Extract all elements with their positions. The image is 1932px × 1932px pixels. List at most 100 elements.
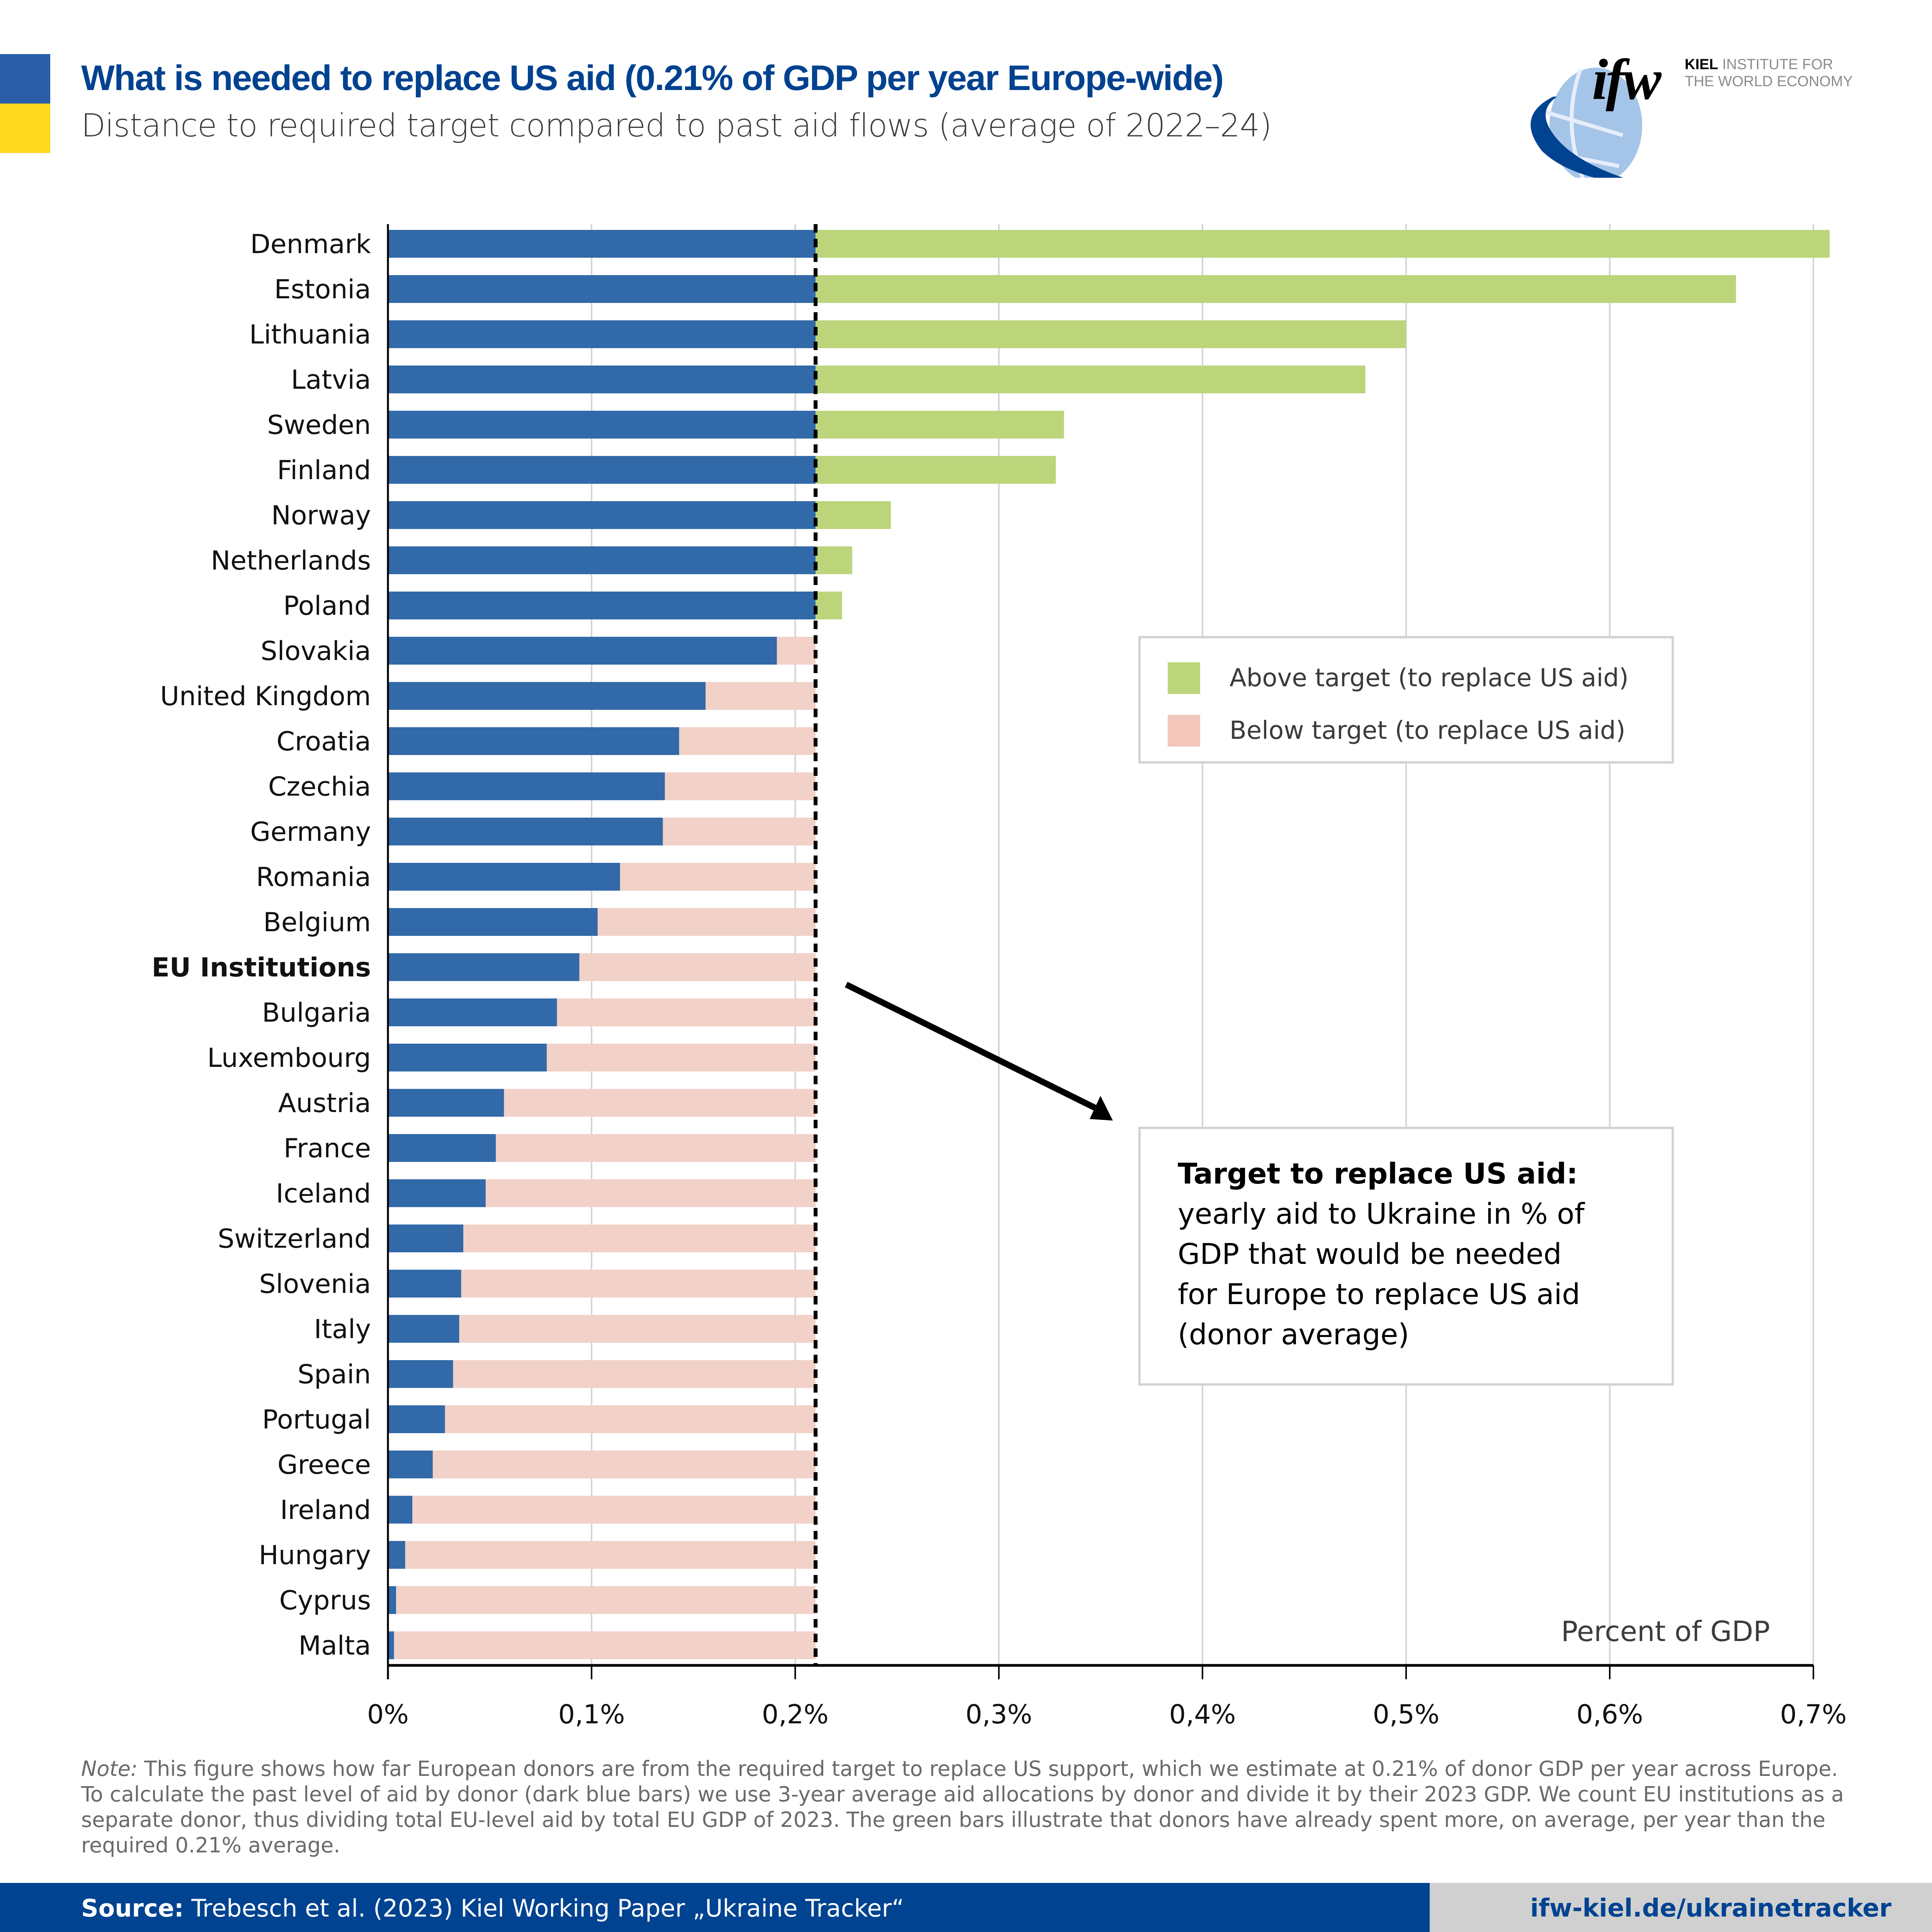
bar-below-target — [445, 1405, 816, 1433]
arrow-shaft — [845, 981, 1099, 1112]
bar-past-aid — [388, 682, 706, 710]
category-label: Malta — [298, 1631, 371, 1661]
bar-below-target — [396, 1586, 816, 1614]
footer-url-link[interactable]: ifw-kiel.de/ukrainetracker — [1530, 1894, 1892, 1923]
category-label: Cyprus — [279, 1585, 371, 1616]
figure-note: Note: This figure shows how far European… — [81, 1756, 1855, 1858]
bar-below-target — [394, 1631, 816, 1659]
bar-past-aid — [388, 1179, 486, 1207]
bar-below-target — [557, 998, 816, 1026]
footer-source: Source: Trebesch et al. (2023) Kiel Work… — [81, 1894, 904, 1922]
bar-past-aid — [388, 275, 816, 303]
category-label: Latvia — [291, 365, 371, 395]
category-label: EU Institutions — [151, 952, 371, 983]
note-prefix: Note: — [81, 1757, 138, 1781]
bar-past-aid — [388, 637, 777, 665]
bar-past-aid — [388, 592, 816, 619]
bar-past-aid — [388, 1496, 413, 1524]
bar-below-target — [579, 953, 816, 981]
legend-item-above: Above target (to replace US aid) — [1168, 662, 1629, 694]
bars — [388, 230, 1830, 1659]
x-tick-label: 0,2% — [762, 1699, 829, 1730]
bar-past-aid — [388, 1044, 547, 1071]
bar-past-aid — [388, 1451, 433, 1478]
category-label: Belgium — [263, 907, 371, 938]
ifw-globe-logo-icon — [1531, 68, 1642, 178]
x-tick-label: 0% — [367, 1699, 409, 1730]
bar-below-target — [777, 637, 816, 665]
legend-swatch-below — [1168, 715, 1200, 747]
bar-below-target — [461, 1270, 816, 1298]
source-label: Source: — [81, 1894, 184, 1922]
gridlines — [591, 224, 1814, 1665]
category-label: Switzerland — [218, 1224, 371, 1254]
annotation-title: Target to replace US aid: — [1178, 1157, 1578, 1190]
bar-above-target — [815, 456, 1056, 484]
institute-name-bold: KIEL — [1685, 56, 1718, 73]
bar-above-target — [815, 592, 842, 619]
bar-past-aid — [388, 727, 679, 755]
bar-past-aid — [388, 908, 598, 936]
bar-below-target — [679, 727, 816, 755]
category-label: Czechia — [268, 772, 371, 802]
bar-above-target — [815, 275, 1736, 303]
axis-unit-label: Percent of GDP — [1561, 1615, 1770, 1648]
bar-past-aid — [388, 1631, 394, 1659]
category-label: Netherlands — [211, 546, 371, 576]
category-label: Denmark — [250, 229, 371, 260]
bar-chart: Denmark Estonia Lithuania Latvia Sweden Finla… — [151, 224, 1847, 1730]
bar-past-aid — [388, 1089, 504, 1117]
flag-blue-stripe — [0, 54, 50, 104]
legend: Above target (to replace US aid) Below t… — [1138, 636, 1674, 764]
bar-below-target — [547, 1044, 816, 1071]
category-label: Romania — [256, 862, 371, 893]
bar-past-aid — [388, 546, 816, 574]
chart-title: What is needed to replace US aid (0.21% … — [81, 58, 1224, 98]
x-tick-label: 0,6% — [1577, 1699, 1643, 1730]
category-label: Estonia — [274, 274, 371, 305]
bar-below-target — [463, 1225, 816, 1252]
bar-past-aid — [388, 1270, 461, 1298]
footer-url-bar — [1430, 1883, 1932, 1932]
bar-past-aid — [388, 1405, 445, 1433]
bar-past-aid — [388, 1315, 459, 1343]
bar-below-target — [620, 863, 816, 891]
target-annotation: Target to replace US aid: yearly aid to … — [1138, 1127, 1674, 1386]
category-label: Bulgaria — [262, 998, 371, 1028]
bar-above-target — [815, 320, 1406, 348]
category-label: Hungary — [259, 1540, 371, 1571]
bar-past-aid — [388, 1225, 463, 1252]
bar-below-target — [459, 1315, 816, 1343]
x-tick-label: 0,1% — [558, 1699, 625, 1730]
bar-above-target — [815, 230, 1830, 258]
bar-below-target — [412, 1496, 816, 1524]
bar-below-target — [453, 1360, 816, 1388]
ifw-logo-mark: ifw — [1592, 48, 1662, 112]
bar-past-aid — [388, 772, 665, 800]
category-labels: Denmark Estonia Lithuania Latvia Sweden Finla… — [151, 229, 371, 1661]
arrow-head-icon — [1090, 1096, 1113, 1121]
x-tick-label: 0,4% — [1169, 1699, 1236, 1730]
bar-past-aid — [388, 230, 816, 258]
x-axis: 0% 0,1% 0,2% 0,3% 0,4% 0,5% 0,6% 0,7% — [367, 224, 1847, 1730]
category-label: Germany — [250, 817, 371, 847]
bar-past-aid — [388, 411, 816, 439]
institute-name-line2: THE WORLD ECONOMY — [1685, 73, 1853, 90]
bar-below-target — [504, 1089, 816, 1117]
category-label: Lithuania — [249, 320, 371, 350]
bar-past-aid — [388, 1134, 496, 1162]
bar-below-target — [665, 772, 816, 800]
flag-yellow-stripe — [0, 104, 50, 153]
category-label: Sweden — [267, 410, 371, 440]
x-tick-label: 0,3% — [966, 1699, 1032, 1730]
institute-name: KIEL INSTITUTE FOR THE WORLD ECONOMY — [1685, 56, 1853, 90]
bar-past-aid — [388, 818, 663, 845]
category-label: Greece — [277, 1450, 371, 1480]
bar-past-aid — [388, 1541, 405, 1569]
category-label: Croatia — [277, 726, 371, 757]
bar-past-aid — [388, 501, 816, 529]
globe-parallel — [1545, 110, 1624, 137]
institute-name-line1: INSTITUTE FOR — [1722, 56, 1833, 73]
globe-orbit — [1531, 97, 1624, 178]
bar-past-aid — [388, 998, 557, 1026]
